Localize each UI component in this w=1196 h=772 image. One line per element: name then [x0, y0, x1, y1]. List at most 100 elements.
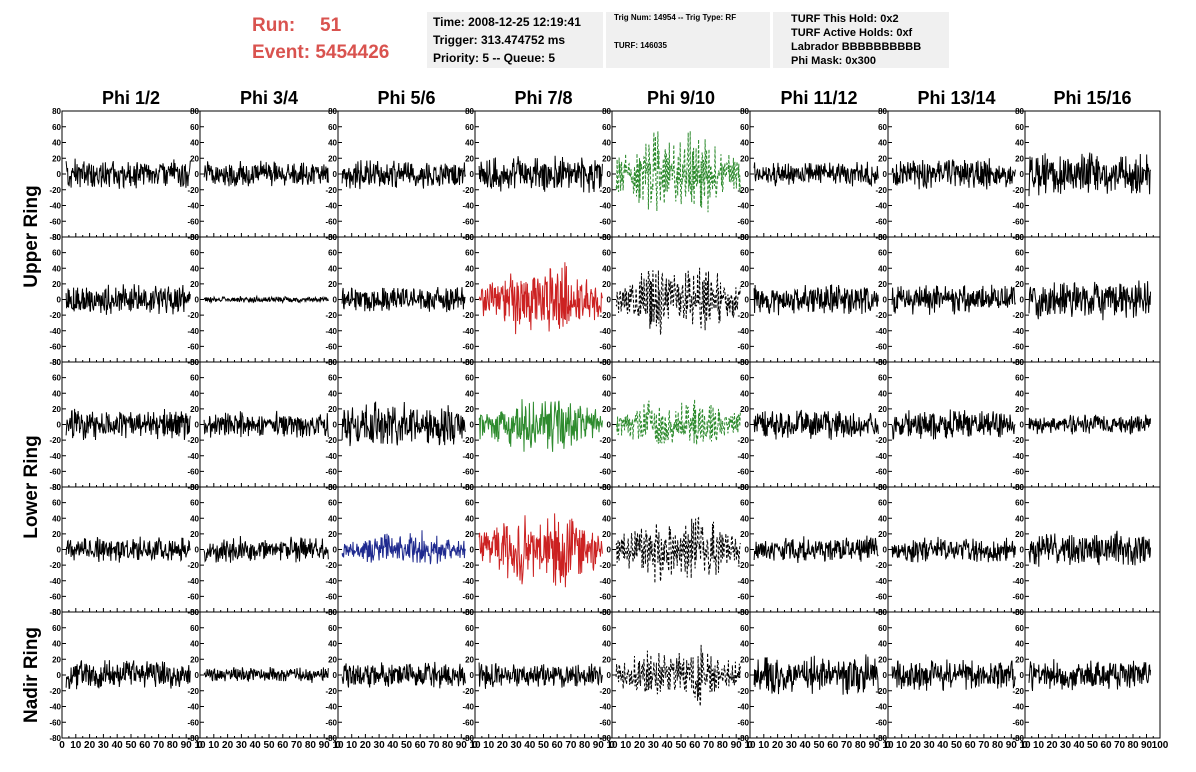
x-tick-label: 80	[992, 740, 1004, 751]
y-tick-label: -40	[462, 202, 474, 211]
x-tick-label: 90	[319, 740, 331, 751]
y-tick-label: 60	[465, 249, 474, 258]
y-tick-label: -40	[325, 202, 337, 211]
y-tick-label: 20	[190, 405, 199, 414]
y-tick-label: -40	[1012, 452, 1024, 461]
y-tick-label: 80	[52, 233, 61, 242]
y-tick-label: 60	[465, 123, 474, 132]
y-tick-label: -40	[49, 452, 61, 461]
y-tick-label: -20	[49, 436, 61, 445]
x-tick-label: 90	[593, 740, 605, 751]
y-tick-label: -60	[737, 592, 749, 601]
y-tick-label: 0	[745, 170, 750, 179]
y-tick-label: 40	[602, 389, 611, 398]
y-tick-label: 40	[190, 640, 199, 649]
y-tick-label: 20	[52, 530, 61, 539]
y-tick-label: 60	[465, 374, 474, 383]
x-tick-label: 80	[305, 740, 317, 751]
y-tick-label: 20	[602, 530, 611, 539]
column-header: Phi 15/16	[1053, 88, 1131, 108]
x-tick-label: 80	[717, 740, 729, 751]
x-tick-label: 10	[194, 740, 206, 751]
x-tick-label: 40	[250, 740, 262, 751]
x-tick-label: 50	[951, 740, 963, 751]
y-tick-label: -60	[49, 217, 61, 226]
x-tick-label: 50	[675, 740, 687, 751]
y-tick-label: 0	[57, 671, 62, 680]
x-tick-label: 40	[112, 740, 124, 751]
x-tick-label: 20	[910, 740, 922, 751]
y-tick-label: -40	[737, 327, 749, 336]
y-tick-label: -20	[49, 186, 61, 195]
y-tick-label: 0	[1020, 170, 1025, 179]
y-tick-label: 80	[1015, 233, 1024, 242]
y-tick-label: -40	[875, 202, 887, 211]
y-tick-label: 20	[740, 655, 749, 664]
run-label: Run:	[252, 15, 296, 36]
y-tick-label: 20	[1015, 405, 1024, 414]
y-tick-label: 40	[1015, 264, 1024, 273]
x-tick-label: 10	[620, 740, 632, 751]
y-tick-label: 40	[190, 514, 199, 523]
y-tick-label: 80	[1015, 107, 1024, 116]
y-tick-label: 60	[602, 499, 611, 508]
y-tick-label: -80	[875, 734, 887, 743]
column-header: Phi 9/10	[647, 88, 715, 108]
y-tick-label: 20	[602, 655, 611, 664]
y-tick-label: 60	[52, 374, 61, 383]
y-tick-label: -60	[875, 342, 887, 351]
x-tick-label: 90	[1006, 740, 1018, 751]
y-tick-label: 80	[602, 483, 611, 492]
y-tick-label: -60	[462, 467, 474, 476]
y-tick-label: 20	[740, 154, 749, 163]
y-tick-label: 40	[190, 389, 199, 398]
waveform-trace	[615, 267, 741, 335]
turf-hold-text: TURF This Hold: 0x2	[791, 13, 899, 25]
y-tick-label: -40	[462, 703, 474, 712]
y-tick-label: 60	[190, 499, 199, 508]
y-tick-label: 80	[328, 107, 337, 116]
y-tick-label: 20	[52, 280, 61, 289]
column-header: Phi 13/14	[917, 88, 995, 108]
y-tick-label: -20	[1012, 186, 1024, 195]
y-tick-label: -60	[1012, 342, 1024, 351]
y-tick-label: -40	[599, 703, 611, 712]
x-tick-label: 10	[332, 740, 344, 751]
y-tick-label: 40	[465, 264, 474, 273]
y-tick-label: -40	[49, 577, 61, 586]
waveform-trace	[1028, 530, 1151, 567]
x-tick-label: 0	[1022, 740, 1028, 751]
y-tick-label: 60	[878, 624, 887, 633]
y-tick-label: 20	[465, 530, 474, 539]
y-tick-label: 0	[883, 421, 888, 430]
y-tick-label: -20	[325, 311, 337, 320]
y-tick-label: -40	[875, 327, 887, 336]
y-tick-label: -60	[599, 342, 611, 351]
column-header: Phi 3/4	[240, 88, 298, 108]
x-tick-label: 30	[236, 740, 248, 751]
x-tick-label: 40	[387, 740, 399, 751]
y-tick-label: 80	[878, 608, 887, 617]
y-tick-label: 40	[465, 640, 474, 649]
x-tick-label: 50	[401, 740, 413, 751]
x-tick-label: 0	[609, 740, 615, 751]
waveform-trace	[65, 408, 191, 441]
x-tick-label: 10	[882, 740, 894, 751]
y-tick-label: -20	[462, 186, 474, 195]
y-tick-label: -40	[599, 327, 611, 336]
y-tick-label: 20	[328, 280, 337, 289]
x-tick-label: 80	[579, 740, 591, 751]
x-tick-label: 70	[703, 740, 715, 751]
waveform-trace	[478, 399, 603, 452]
y-tick-label: 20	[878, 280, 887, 289]
y-tick-label: 80	[190, 608, 199, 617]
y-tick-label: -40	[1012, 703, 1024, 712]
y-tick-label: 20	[190, 655, 199, 664]
y-tick-label: -20	[187, 561, 199, 570]
y-tick-label: 80	[328, 233, 337, 242]
x-tick-label: 0	[885, 740, 891, 751]
y-tick-label: -20	[187, 436, 199, 445]
y-tick-label: 80	[328, 483, 337, 492]
y-tick-label: 80	[190, 358, 199, 367]
